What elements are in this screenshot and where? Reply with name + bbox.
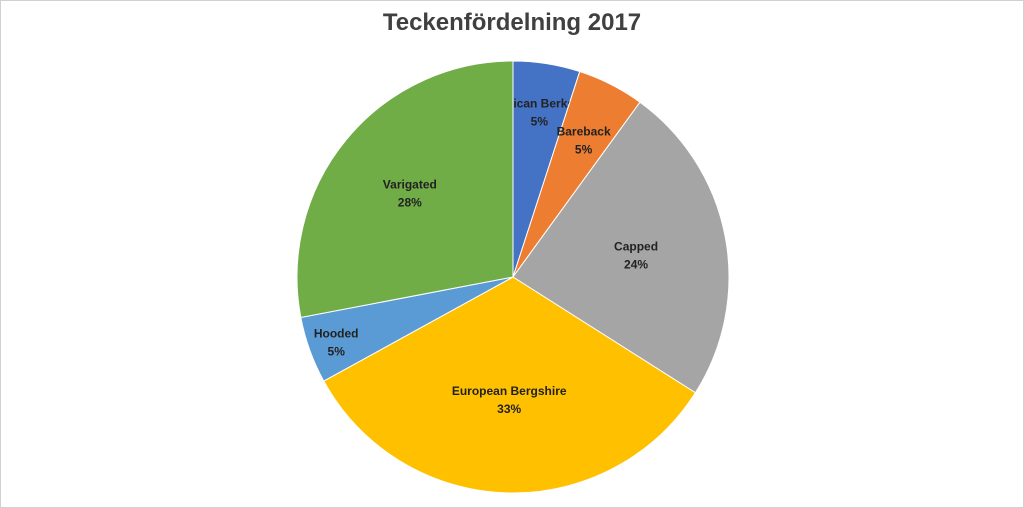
data-label-percent: 5% (328, 345, 346, 359)
pie-slice-european-bergshire (323, 276, 697, 494)
data-label-bareback: Bareback 5% (557, 124, 611, 156)
data-label-percent: 5% (531, 115, 549, 129)
pie-slice-capped (512, 101, 730, 394)
data-label-capped: Capped 24% (614, 240, 658, 272)
data-label-percent: 24% (624, 258, 648, 272)
data-label-category: Hooded (314, 327, 359, 341)
data-label-percent: 28% (398, 196, 422, 210)
data-label-percent: 33% (497, 402, 521, 416)
data-label-category: Varigated (383, 178, 437, 192)
data-label-hooded: Hooded 5% (314, 327, 359, 359)
data-label-category: European Bergshire (452, 384, 567, 398)
chart-title: Teckenfördelning 2017 (382, 9, 642, 36)
data-label-percent: 5% (575, 142, 593, 156)
data-label-european-bergshire: European Bergshire 33% (452, 384, 567, 416)
data-label-varigated: Varigated 28% (383, 178, 437, 210)
pie-slice-varigated (296, 60, 514, 319)
data-label-category: Capped (614, 240, 658, 254)
data-label-category: Bareback (557, 124, 611, 138)
